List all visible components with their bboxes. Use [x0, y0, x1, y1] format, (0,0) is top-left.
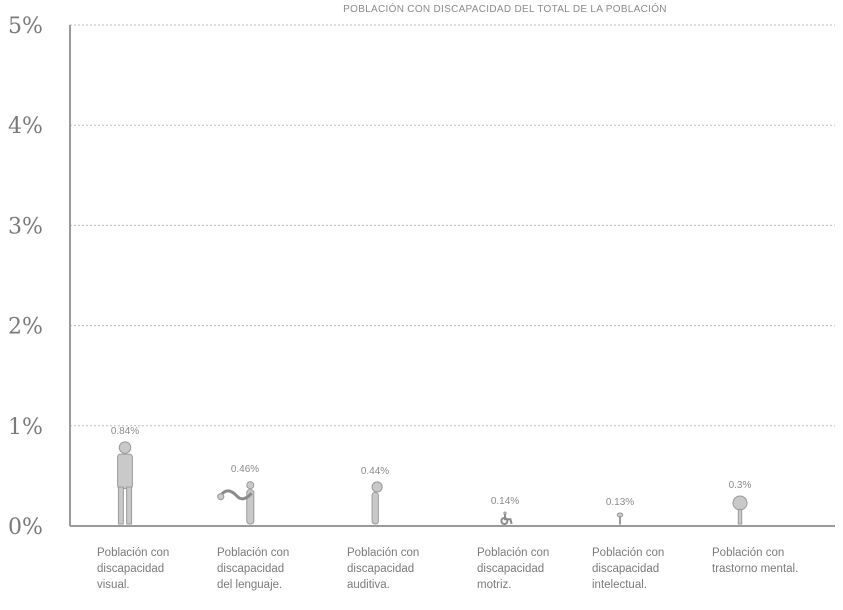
- bar-figure-wheelchair-icon: [500, 511, 513, 525]
- bar-figure-person-standing-icon: [117, 441, 133, 525]
- data-label: 0.14%: [491, 496, 519, 507]
- x-tick-label: Población con discapacidad auditiva.: [347, 547, 419, 591]
- data-label: 0.46%: [231, 464, 259, 475]
- data-label: 0.84%: [111, 426, 139, 437]
- bar-figure-person-with-ear-icon: [371, 481, 383, 525]
- x-tick-label: Población con trastorno mental.: [712, 547, 798, 575]
- y-tick-label: 0%: [8, 515, 43, 540]
- chart-title: POBLACIÓN CON DISCAPACIDAD DEL TOTAL DE …: [343, 2, 667, 15]
- x-tick-label: Población con discapacidad del lenguaje.: [217, 547, 289, 591]
- y-tick-label: 4%: [8, 114, 43, 139]
- data-label: 0.3%: [729, 480, 752, 491]
- bar-figure-brain-figure-icon: [616, 512, 624, 525]
- y-tick-label: 1%: [8, 415, 43, 440]
- data-label: 0.44%: [361, 466, 389, 477]
- bar-figure-mental-health-tree-icon: [732, 495, 748, 525]
- x-tick-label: Población con discapacidad motriz.: [477, 547, 549, 591]
- y-tick-label: 3%: [8, 214, 43, 239]
- x-tick-label: Población con discapacidad intelectual.: [592, 547, 664, 591]
- bar-figure-speech-bubble-person-icon: [217, 481, 255, 525]
- data-label: 0.13%: [606, 497, 634, 508]
- y-tick-label: 2%: [8, 315, 43, 340]
- y-tick-label: 5%: [8, 14, 43, 39]
- x-tick-label: Población con discapacidad visual.: [97, 547, 169, 591]
